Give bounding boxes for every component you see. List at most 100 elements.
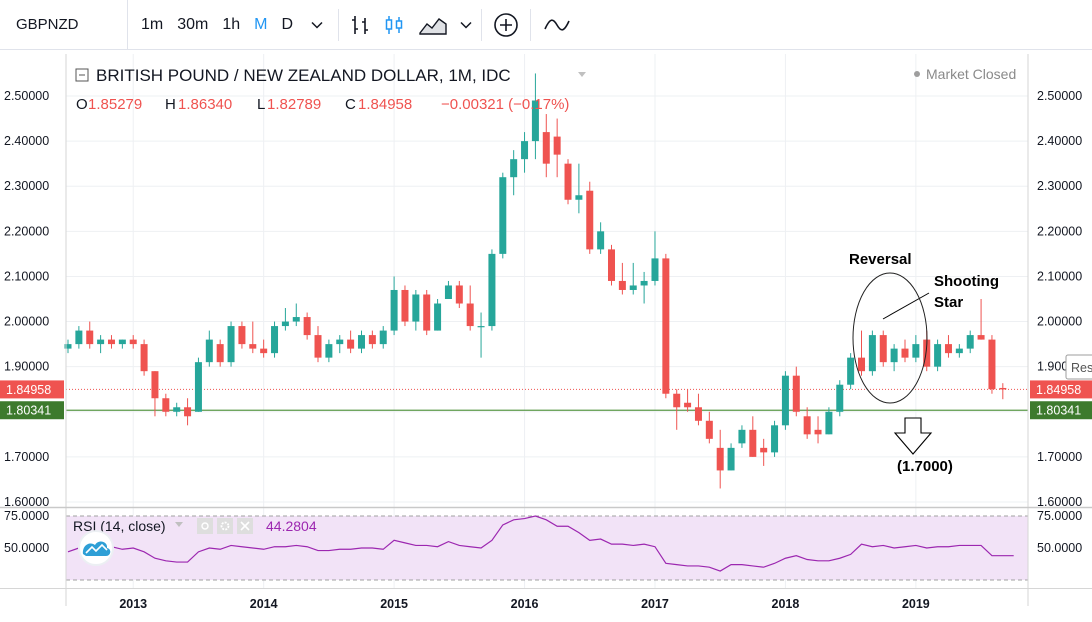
candle [107, 335, 115, 349]
compare-wave-icon[interactable] [535, 0, 579, 50]
candle-body [564, 163, 572, 200]
y-tick-label: 2.00000 [1037, 315, 1082, 329]
candle-body [466, 303, 474, 327]
reversal-label: Reversal [849, 251, 912, 268]
candle [357, 330, 365, 354]
candle [618, 262, 626, 295]
candle-body [499, 177, 507, 254]
candle [868, 330, 876, 376]
candle-body [814, 429, 822, 435]
candle-body [412, 294, 420, 322]
chevron-down-icon[interactable] [300, 0, 334, 50]
candle-body [836, 384, 844, 412]
interval-30m-button[interactable]: 30m [177, 15, 209, 33]
candle [271, 321, 279, 358]
candle-body [781, 375, 789, 426]
y-tick-label: 2.20000 [4, 224, 49, 238]
chevron-down-icon[interactable] [455, 0, 477, 50]
bar-chart-style-icon[interactable] [343, 0, 377, 50]
time-axis[interactable]: 2013 2014 2015 2016 2017 2018 2019 [119, 597, 929, 611]
candle [944, 335, 952, 358]
candle [444, 280, 452, 299]
candle-body [868, 335, 876, 372]
candle-body [336, 339, 344, 345]
candle [455, 280, 463, 309]
candle [64, 339, 72, 354]
candle [216, 339, 224, 367]
status-dot-icon [914, 71, 920, 77]
candle [118, 339, 126, 349]
candle [151, 371, 159, 417]
eye-icon[interactable] [197, 518, 213, 534]
y-tick-label: 2.10000 [1037, 269, 1082, 283]
candle-chart-style-icon[interactable] [377, 0, 411, 50]
add-indicator-icon[interactable] [486, 0, 526, 50]
price-chart[interactable]: 75.0000 50.0000 75.0000 50.0000 2.50000 2.50… [0, 50, 1092, 622]
candle-body [184, 407, 192, 417]
candle-body [749, 429, 757, 457]
candle [336, 335, 344, 354]
annotations: Reversal Shooting Star (1.7000) [849, 251, 999, 475]
rsi-tick-label: 50.0000 [4, 541, 49, 555]
gear-icon[interactable] [217, 518, 233, 534]
candle-body [162, 398, 170, 412]
candle [423, 289, 431, 336]
x-tick-label: 2018 [772, 597, 800, 611]
candle-body [390, 289, 398, 331]
candle-body [890, 348, 898, 363]
candle-body [401, 289, 409, 322]
candle [901, 339, 909, 363]
interval-d-button[interactable]: D [281, 15, 294, 33]
symbol-search-button[interactable]: GBPNZD [0, 0, 128, 50]
x-tick-label: 2013 [119, 597, 147, 611]
candle-body [368, 335, 376, 345]
interval-1h-button[interactable]: 1h [222, 15, 241, 33]
close-value: 1.84958 [358, 96, 412, 113]
toolbar-divider [338, 8, 340, 41]
candle [434, 299, 442, 331]
candle-body [510, 159, 518, 178]
candle [586, 181, 594, 254]
candle-body [934, 344, 942, 367]
candle-body [629, 285, 637, 290]
area-chart-style-icon[interactable] [411, 0, 455, 50]
candle-body [238, 326, 246, 345]
candle [912, 335, 920, 363]
candle-body [912, 344, 920, 358]
candle [97, 335, 105, 354]
rsi-tick-label: 75.0000 [4, 509, 49, 523]
candle-body [423, 294, 431, 331]
candle [890, 344, 898, 372]
candle-body [923, 339, 931, 367]
candle-body [542, 132, 550, 164]
candle [977, 299, 985, 340]
candle-body [488, 253, 496, 327]
caret-down-icon[interactable] [578, 72, 586, 77]
interval-1m-button[interactable]: 1m [141, 15, 164, 33]
open-value: 1.85279 [88, 96, 142, 113]
candle [781, 371, 789, 430]
candle [564, 159, 572, 205]
left-current-value: 1.84958 [6, 383, 51, 397]
candle-body [858, 357, 866, 372]
candle-body [792, 375, 800, 412]
candle-body [173, 407, 181, 412]
y-tick-label: 2.40000 [1037, 134, 1082, 148]
candle-body [357, 335, 365, 349]
caret-down-icon[interactable] [175, 522, 183, 527]
interval-m-button[interactable]: M [254, 15, 268, 33]
candle [466, 285, 474, 331]
x-tick-label: 2019 [902, 597, 930, 611]
candle-body [586, 190, 594, 250]
y-tick-label: 1.60000 [4, 495, 49, 509]
candle-body [771, 425, 779, 453]
candle-body [966, 335, 974, 349]
candle [738, 425, 746, 448]
res-tooltip[interactable]: Res [1065, 354, 1092, 380]
low-value: 1.82789 [267, 96, 321, 113]
current-price-value: 1.84958 [1036, 383, 1081, 397]
candle [749, 416, 757, 457]
candle-body [988, 339, 996, 390]
candle-body [727, 447, 735, 471]
